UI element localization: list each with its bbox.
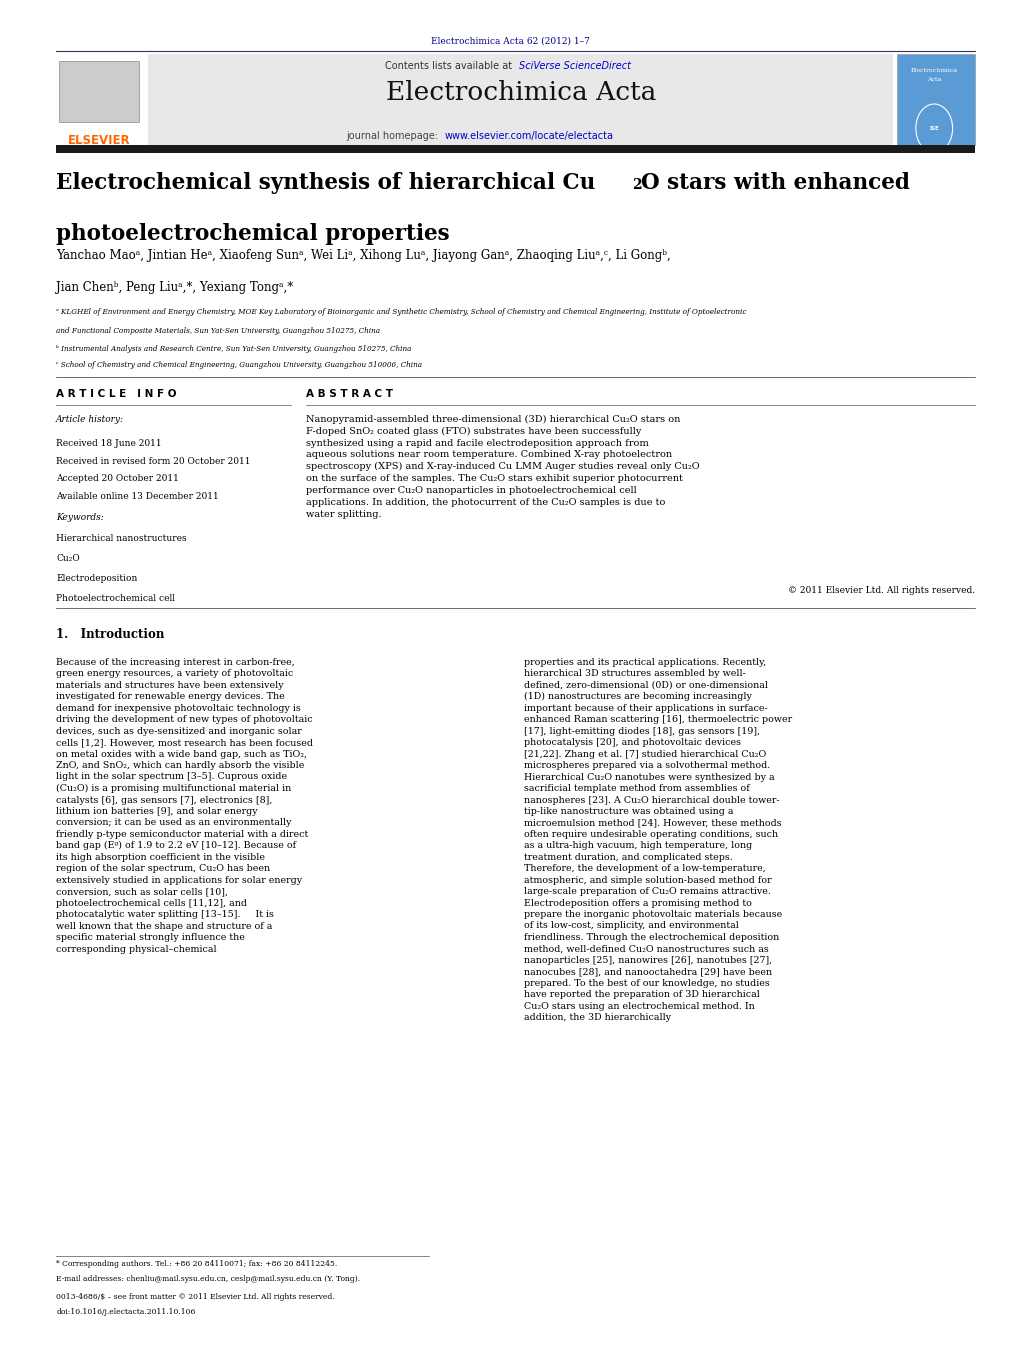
Text: Received in revised form 20 October 2011: Received in revised form 20 October 2011	[56, 457, 250, 466]
Text: doi:10.1016/j.electacta.2011.10.106: doi:10.1016/j.electacta.2011.10.106	[56, 1308, 196, 1316]
Bar	[897, 54, 975, 145]
Text: * Corresponding authors. Tel.: +86 20 84110071; fax: +86 20 84112245.: * Corresponding authors. Tel.: +86 20 84…	[56, 1260, 337, 1269]
Text: Nanopyramid-assembled three-dimensional (3D) hierarchical Cu₂O stars on
F-doped : Nanopyramid-assembled three-dimensional …	[306, 415, 700, 519]
Text: 2: 2	[632, 178, 641, 192]
Text: E-mail addresses: chenliu@mail.sysu.edu.cn, ceslp@mail.sysu.edu.cn (Y. Tong).: E-mail addresses: chenliu@mail.sysu.edu.…	[56, 1275, 360, 1283]
Text: ᵃ KLGHEl of Environment and Energy Chemistry, MOE Key Laboratory of Bioinorganic: ᵃ KLGHEl of Environment and Energy Chemi…	[56, 308, 746, 316]
Text: and Functional Composite Materials, Sun Yat-Sen University, Guangzhou 510275, Ch: and Functional Composite Materials, Sun …	[56, 327, 380, 335]
Bar	[59, 61, 139, 122]
Text: www.elsevier.com/locate/electacta: www.elsevier.com/locate/electacta	[444, 131, 614, 141]
Text: Because of the increasing interest in carbon-free,
green energy resources, a var: Because of the increasing interest in ca…	[56, 658, 313, 954]
Text: Received 18 June 2011: Received 18 June 2011	[56, 439, 161, 449]
Text: ISE: ISE	[929, 126, 939, 131]
Text: Cu₂O: Cu₂O	[56, 554, 80, 563]
Text: Hierarchical nanostructures: Hierarchical nanostructures	[56, 534, 187, 543]
Text: Article history:: Article history:	[56, 415, 125, 424]
Text: ᶜ School of Chemistry and Chemical Engineering, Guangzhou University, Guangzhou : ᶜ School of Chemistry and Chemical Engin…	[56, 361, 423, 369]
Text: Yanchao Maoᵃ, Jintian Heᵃ, Xiaofeng Sunᵃ, Wei Liᵃ, Xihong Luᵃ, Jiayong Ganᵃ, Zha: Yanchao Maoᵃ, Jintian Heᵃ, Xiaofeng Sunᵃ…	[56, 249, 671, 262]
Text: Contents lists available at: Contents lists available at	[385, 61, 516, 70]
Text: photoelectrochemical properties: photoelectrochemical properties	[56, 223, 450, 245]
Text: ELSEVIER: ELSEVIER	[67, 134, 131, 147]
Text: Electrodeposition: Electrodeposition	[56, 574, 138, 584]
Text: journal homepage:: journal homepage:	[346, 131, 441, 141]
Text: A B S T R A C T: A B S T R A C T	[306, 389, 393, 399]
Text: SciVerse ScienceDirect: SciVerse ScienceDirect	[519, 61, 631, 70]
Bar	[148, 54, 893, 145]
Bar	[56, 145, 975, 153]
Text: © 2011 Elsevier Ltd. All rights reserved.: © 2011 Elsevier Ltd. All rights reserved…	[788, 586, 975, 596]
Text: Electrochemical synthesis of hierarchical Cu: Electrochemical synthesis of hierarchica…	[56, 172, 595, 193]
Text: Electrochimica Acta: Electrochimica Acta	[386, 80, 655, 105]
Text: Electrochimica: Electrochimica	[911, 68, 958, 73]
Text: Jian Chenᵇ, Peng Liuᵃ,*, Yexiang Tongᵃ,*: Jian Chenᵇ, Peng Liuᵃ,*, Yexiang Tongᵃ,*	[56, 281, 293, 295]
Text: ᵇ Instrumental Analysis and Research Centre, Sun Yat-Sen University, Guangzhou 5: ᵇ Instrumental Analysis and Research Cen…	[56, 345, 411, 353]
Text: Acta: Acta	[927, 77, 941, 82]
Text: 1.   Introduction: 1. Introduction	[56, 628, 164, 642]
Text: Keywords:: Keywords:	[56, 513, 104, 523]
Text: A R T I C L E   I N F O: A R T I C L E I N F O	[56, 389, 177, 399]
Text: Electrochimica Acta 62 (2012) 1–7: Electrochimica Acta 62 (2012) 1–7	[431, 36, 590, 46]
Text: 0013-4686/$ – see front matter © 2011 Elsevier Ltd. All rights reserved.: 0013-4686/$ – see front matter © 2011 El…	[56, 1293, 335, 1301]
Text: Photoelectrochemical cell: Photoelectrochemical cell	[56, 594, 176, 604]
Text: Accepted 20 October 2011: Accepted 20 October 2011	[56, 474, 179, 484]
Text: O stars with enhanced: O stars with enhanced	[641, 172, 910, 193]
Text: properties and its practical applications. Recently,
hierarchical 3D structures : properties and its practical application…	[524, 658, 792, 1023]
Text: Available online 13 December 2011: Available online 13 December 2011	[56, 492, 218, 501]
